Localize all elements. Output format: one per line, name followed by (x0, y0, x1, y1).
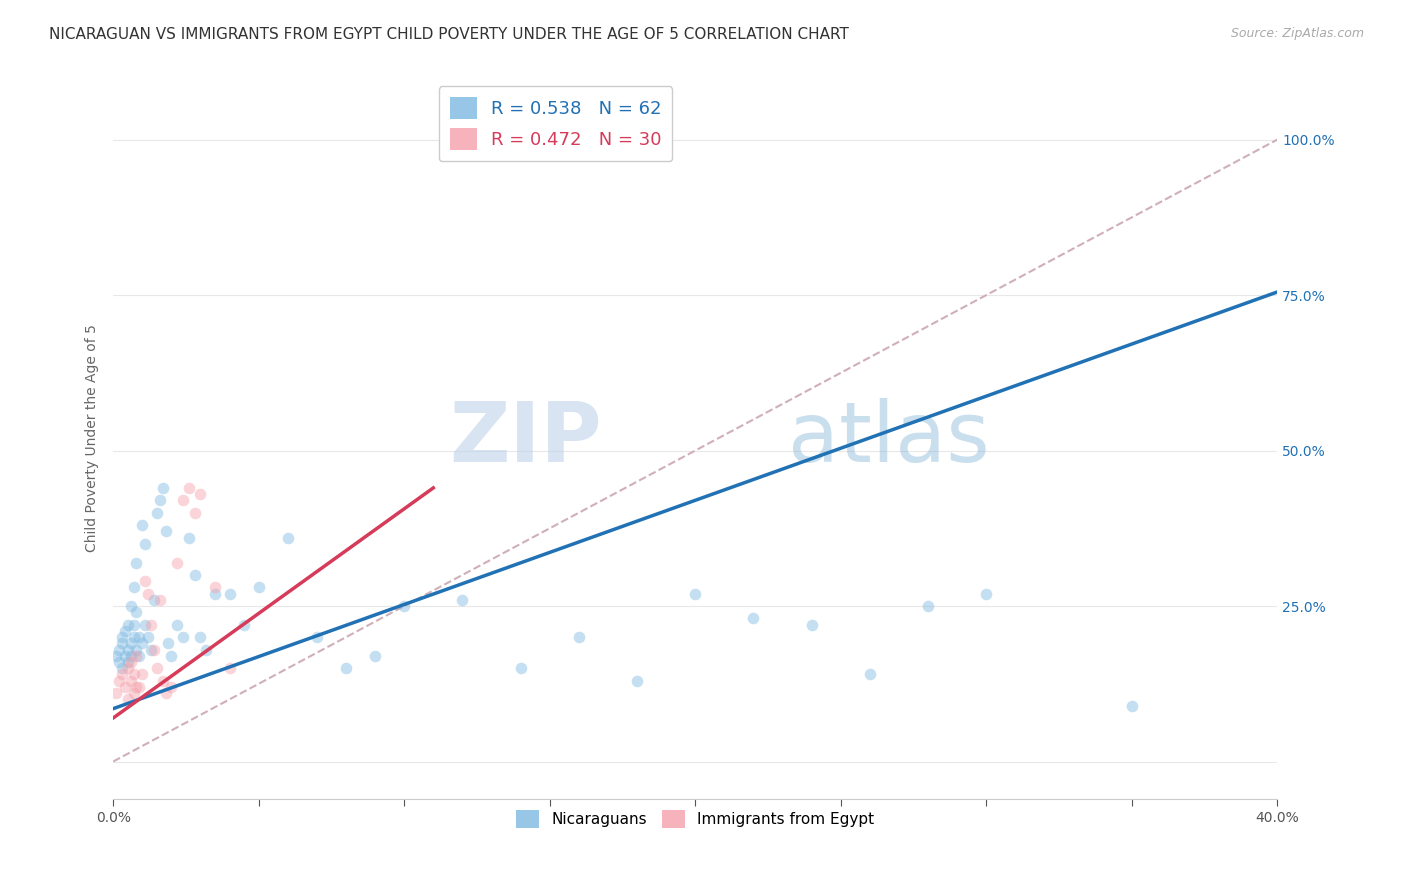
Point (131, 667, 153, 681)
Point (117, 692, 139, 706)
Point (134, 574, 156, 589)
Point (117, 655, 139, 669)
Point (157, 636, 180, 650)
Point (125, 556, 148, 570)
Point (146, 661, 169, 675)
Point (114, 648, 136, 663)
Point (131, 518, 153, 533)
Point (149, 493, 172, 508)
Text: atlas: atlas (789, 398, 990, 479)
Point (136, 586, 159, 600)
Point (172, 493, 194, 508)
Point (122, 686, 145, 700)
Point (125, 605, 148, 619)
Point (305, 630, 328, 644)
Point (218, 661, 240, 675)
Point (134, 617, 156, 632)
Point (247, 581, 270, 595)
Point (166, 617, 188, 632)
Point (125, 680, 148, 694)
Point (177, 481, 200, 495)
Point (142, 592, 165, 607)
Point (122, 667, 145, 681)
Point (108, 655, 131, 669)
Point (128, 648, 150, 663)
Point (111, 661, 134, 675)
Point (917, 599, 939, 613)
Point (117, 642, 139, 657)
Point (139, 617, 162, 632)
Point (183, 506, 205, 520)
Point (277, 531, 299, 545)
Point (142, 642, 165, 657)
Point (125, 642, 148, 657)
Point (134, 537, 156, 551)
Point (190, 630, 212, 644)
Point (233, 617, 256, 632)
Legend: Nicaraguans, Immigrants from Egypt: Nicaraguans, Immigrants from Egypt (510, 804, 880, 835)
Point (152, 673, 174, 688)
Point (108, 673, 131, 688)
Text: ZIP: ZIP (450, 398, 602, 479)
Point (742, 611, 765, 625)
Point (166, 556, 188, 570)
Point (111, 667, 134, 681)
Point (117, 617, 139, 632)
Point (122, 581, 145, 595)
Point (120, 636, 142, 650)
Point (626, 673, 648, 688)
Point (204, 586, 226, 600)
Point (800, 617, 823, 632)
Point (131, 636, 153, 650)
Point (136, 630, 159, 644)
Point (111, 630, 134, 644)
Point (139, 642, 162, 657)
Point (183, 568, 205, 582)
Point (195, 642, 218, 657)
Point (146, 506, 169, 520)
Point (111, 636, 134, 650)
Point (105, 686, 128, 700)
Point (120, 673, 142, 688)
Point (190, 487, 212, 501)
Point (335, 661, 357, 675)
Point (218, 586, 240, 600)
Point (122, 617, 145, 632)
Point (683, 586, 706, 600)
Point (172, 630, 194, 644)
Point (128, 630, 150, 644)
Point (117, 661, 139, 675)
Point (108, 642, 131, 657)
Y-axis label: Child Poverty Under the Age of 5: Child Poverty Under the Age of 5 (86, 324, 100, 552)
Point (149, 592, 172, 607)
Point (122, 630, 145, 644)
Point (128, 680, 150, 694)
Point (859, 667, 882, 681)
Text: Source: ZipAtlas.com: Source: ZipAtlas.com (1230, 27, 1364, 40)
Point (155, 686, 177, 700)
Point (152, 481, 174, 495)
Text: NICARAGUAN VS IMMIGRANTS FROM EGYPT CHILD POVERTY UNDER THE AGE OF 5 CORRELATION: NICARAGUAN VS IMMIGRANTS FROM EGYPT CHIL… (49, 27, 849, 42)
Point (155, 524, 177, 539)
Point (392, 599, 415, 613)
Point (509, 661, 531, 675)
Point (160, 648, 183, 663)
Point (451, 592, 474, 607)
Point (204, 581, 226, 595)
Point (120, 655, 142, 669)
Point (125, 648, 148, 663)
Point (974, 586, 997, 600)
Point (1121, 698, 1143, 713)
Point (114, 624, 136, 638)
Point (177, 531, 200, 545)
Point (120, 599, 142, 613)
Point (568, 630, 591, 644)
Point (105, 648, 128, 663)
Point (114, 680, 136, 694)
Point (160, 680, 183, 694)
Point (120, 648, 142, 663)
Point (364, 648, 387, 663)
